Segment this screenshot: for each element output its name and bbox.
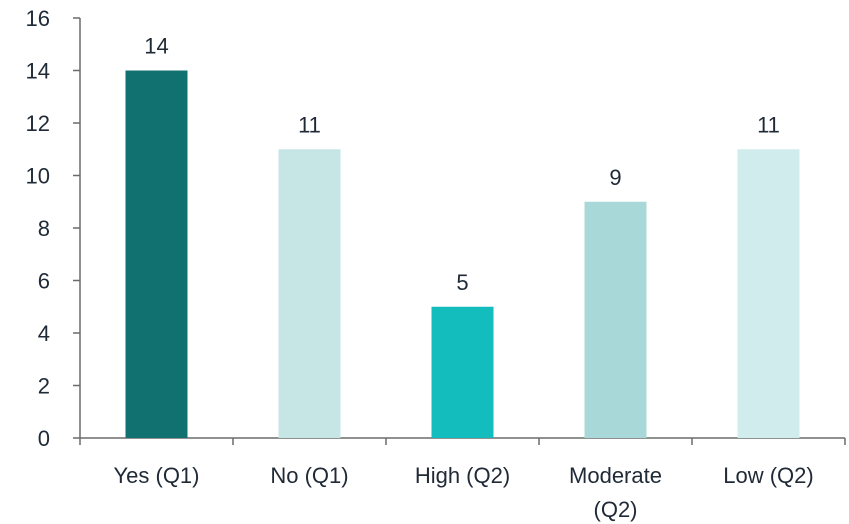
y-tick-label: 4 (38, 321, 50, 346)
data-label: 11 (757, 112, 780, 137)
y-tick-label: 6 (38, 269, 50, 294)
data-label: 5 (456, 270, 468, 295)
category-labels: Yes (Q1) No (Q1) High (Q2) Moderate (Q2) Low … (113, 463, 813, 522)
category-label: Yes (Q1) (113, 463, 199, 488)
category-label: Moderate (569, 463, 662, 488)
data-label: 14 (144, 34, 168, 59)
y-tick-label: 12 (26, 111, 50, 136)
bars (125, 70, 800, 438)
y-axis: 0 2 4 6 8 10 12 14 16 (26, 6, 81, 451)
category-label: Low (Q2) (723, 463, 813, 488)
category-label: High (Q2) (415, 463, 510, 488)
bar (737, 149, 800, 438)
y-tick-label: 16 (26, 6, 50, 31)
data-label: 11 (298, 112, 321, 137)
y-tick-label: 8 (38, 216, 50, 241)
bar (431, 306, 494, 438)
data-label: 9 (609, 165, 621, 190)
x-axis (79, 437, 846, 445)
y-tick-label: 0 (38, 426, 50, 451)
bar (584, 201, 647, 438)
y-tick-label: 2 (38, 374, 50, 399)
category-label: No (Q1) (270, 463, 348, 488)
y-tick-label: 10 (26, 164, 50, 189)
data-labels: 14 11 5 9 11 (144, 34, 780, 295)
category-label: (Q2) (594, 497, 638, 522)
bar (278, 149, 341, 438)
y-tick-label: 14 (26, 59, 50, 84)
bar (125, 70, 188, 438)
